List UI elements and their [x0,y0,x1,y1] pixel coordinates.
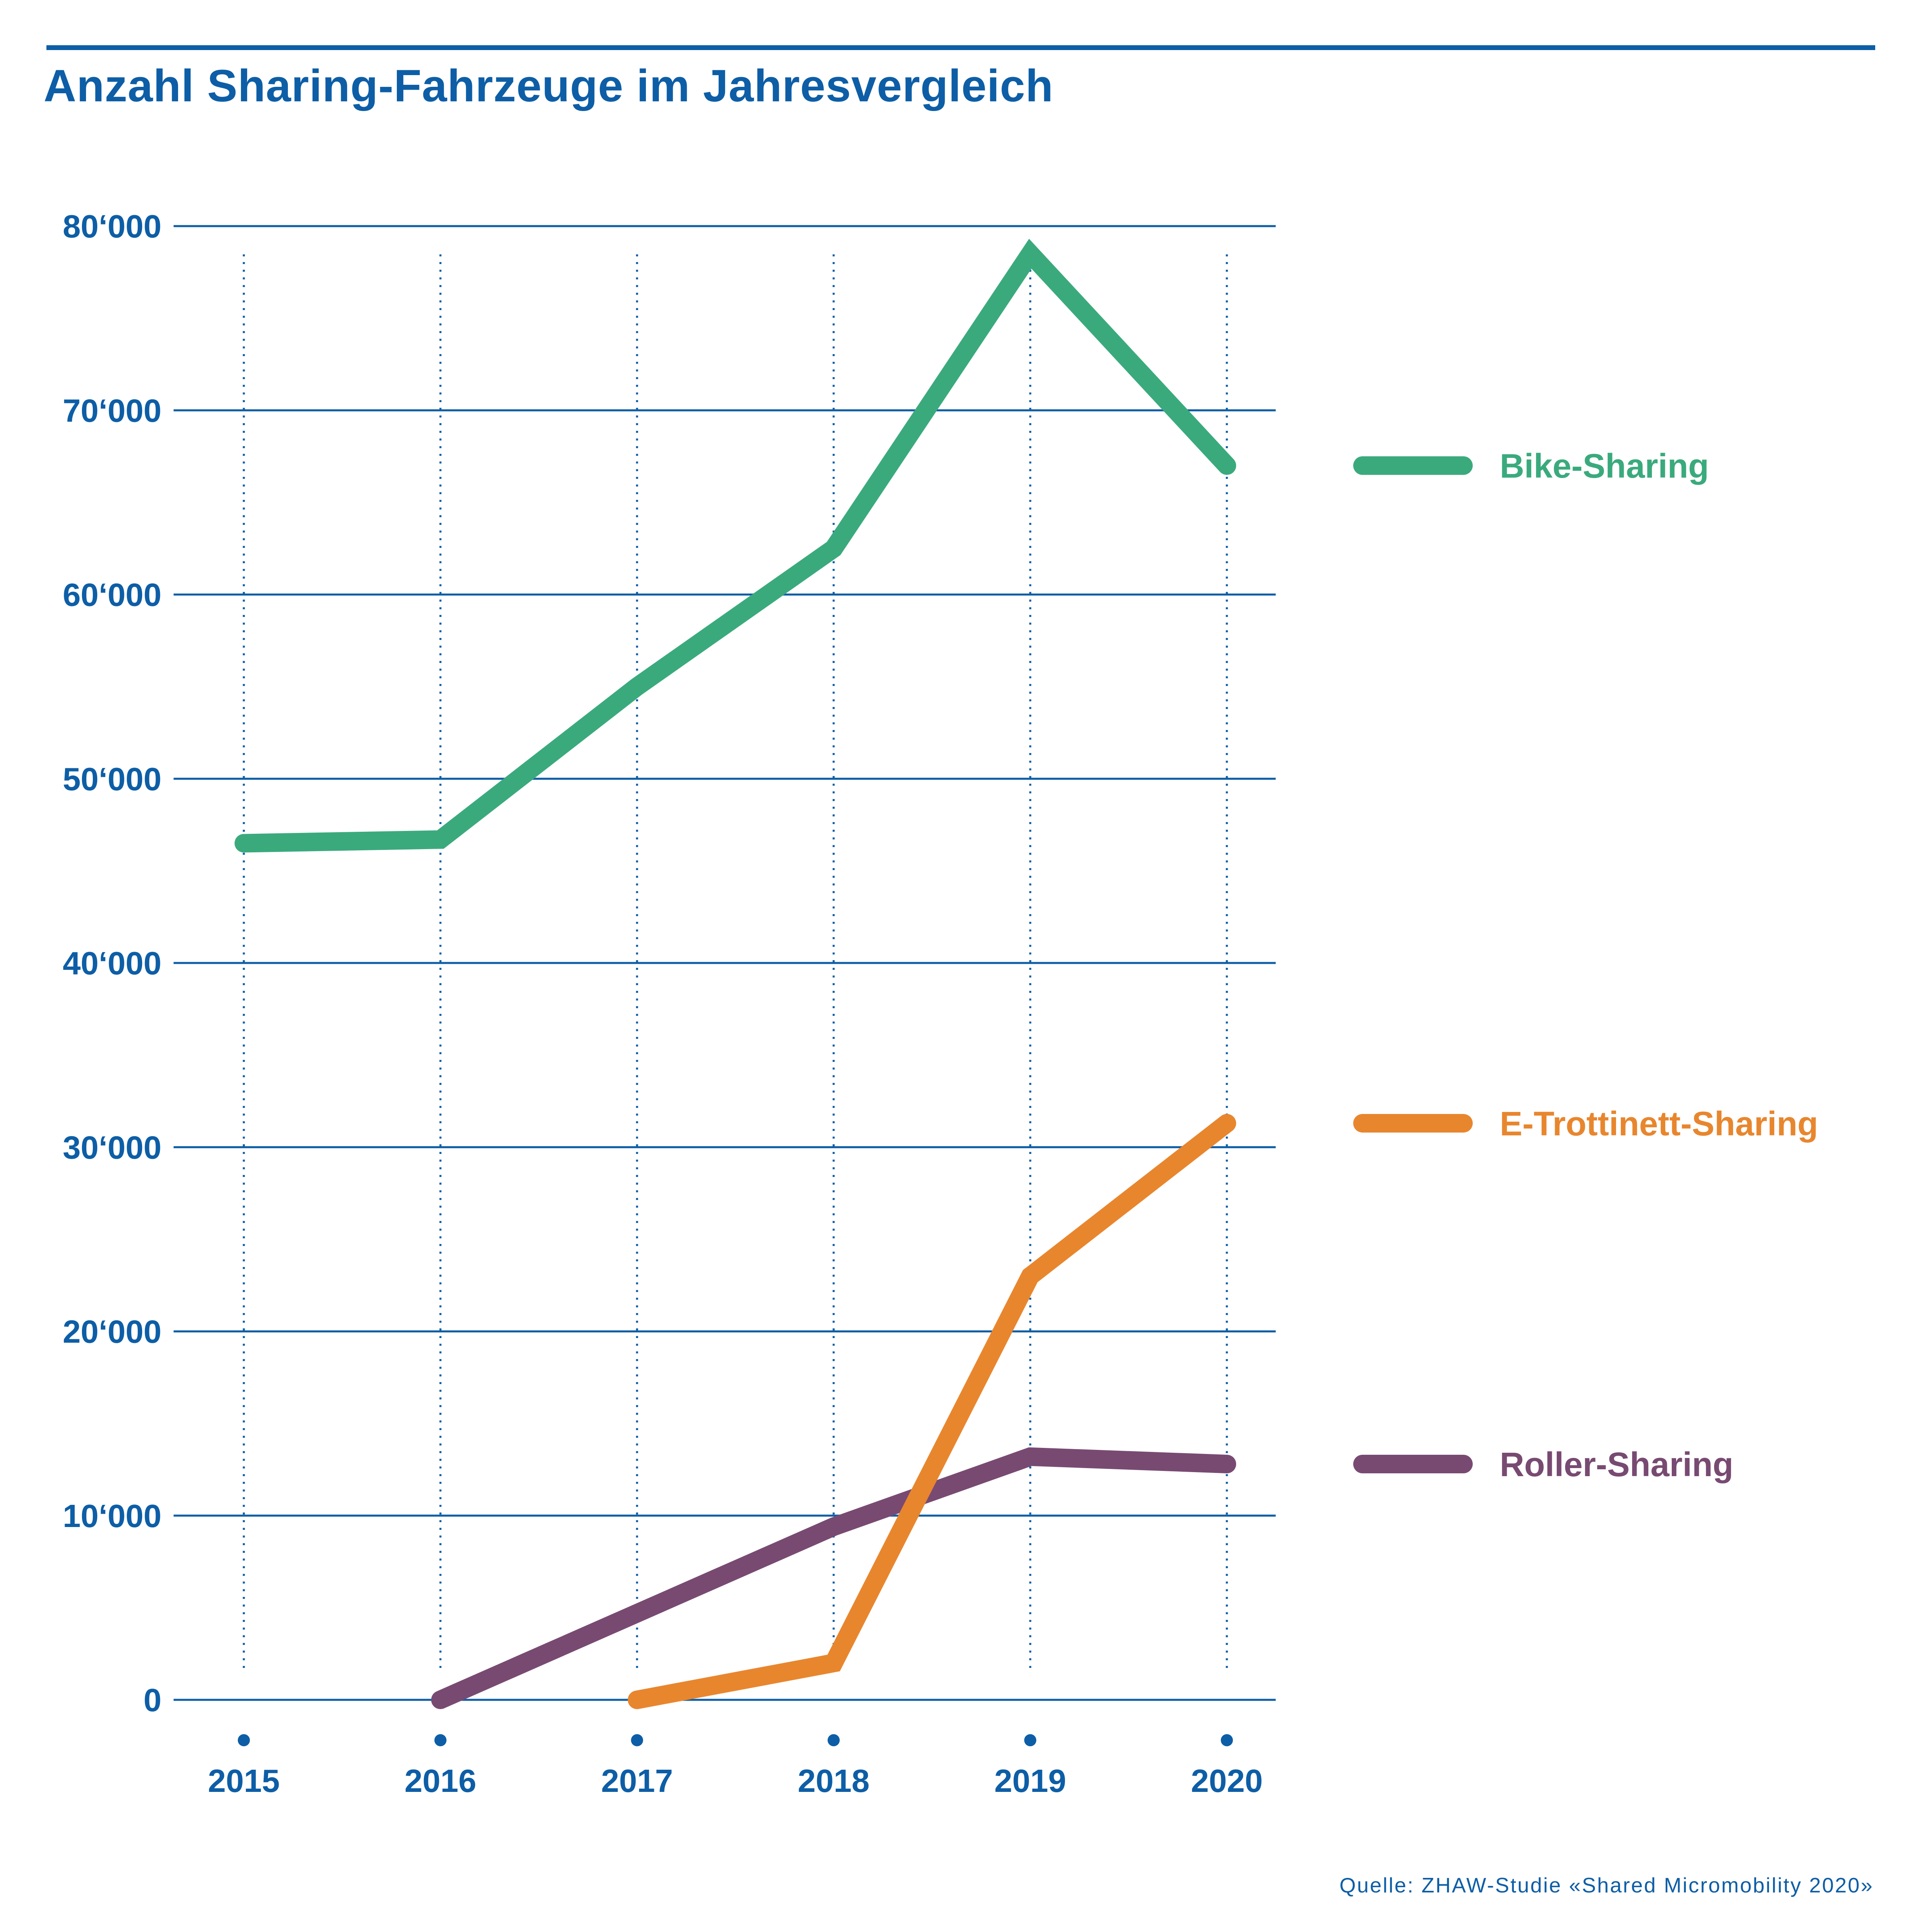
legend-label: Roller-Sharing [1500,1445,1734,1483]
y-tick-label: 80‘000 [63,208,161,244]
x-tick-label: 2020 [1191,1763,1263,1799]
x-tick-dot [434,1734,446,1746]
y-tick-label: 70‘000 [63,392,161,428]
x-tick-label: 2017 [601,1763,673,1799]
top-rule [46,45,1875,50]
y-tick-label: 40‘000 [63,945,161,981]
chart-title: Anzahl Sharing-Fahrzeuge im Jahresvergle… [44,61,1054,111]
source-note: Quelle: ZHAW-Studie «Shared Micromobilit… [1339,1874,1874,1897]
x-tick-dot [1221,1734,1233,1746]
x-tick-dot [828,1734,840,1746]
y-axis-tick-labels: 0 10‘000 20‘000 30‘000 40‘000 50‘000 60‘000 70‘… [63,208,161,1718]
x-tick-dot [238,1734,250,1746]
x-tick-label: 2016 [405,1763,476,1799]
series-line [628,1114,1236,1709]
x-tick-dot [1024,1734,1036,1746]
y-tick-label: 60‘000 [63,577,161,613]
legend-label: Bike-Sharing [1500,447,1709,485]
x-tick-dot [631,1734,643,1746]
x-tick-label: 2019 [994,1763,1066,1799]
y-tick-label: 20‘000 [63,1314,161,1350]
legend: Bike-Sharing E-Trottinett-Sharing Roller-S… [1353,447,1818,1483]
legend-label: E-Trottinett-Sharing [1500,1105,1818,1143]
y-tick-label: 10‘000 [63,1498,161,1534]
x-tick-label: 2015 [208,1763,280,1799]
y-tick-label: 30‘000 [63,1129,161,1165]
y-tick-label: 50‘000 [63,761,161,797]
y-tick-label: 0 [144,1682,162,1718]
x-tick-label: 2018 [798,1763,870,1799]
horizontal-gridlines [174,225,1276,1701]
series-lines [235,239,1236,1709]
series-line [431,1447,1236,1709]
series-line [235,239,1236,853]
x-axis-tick-labels: 2015 2016 2017 2018 2019 2020 [208,1734,1263,1799]
